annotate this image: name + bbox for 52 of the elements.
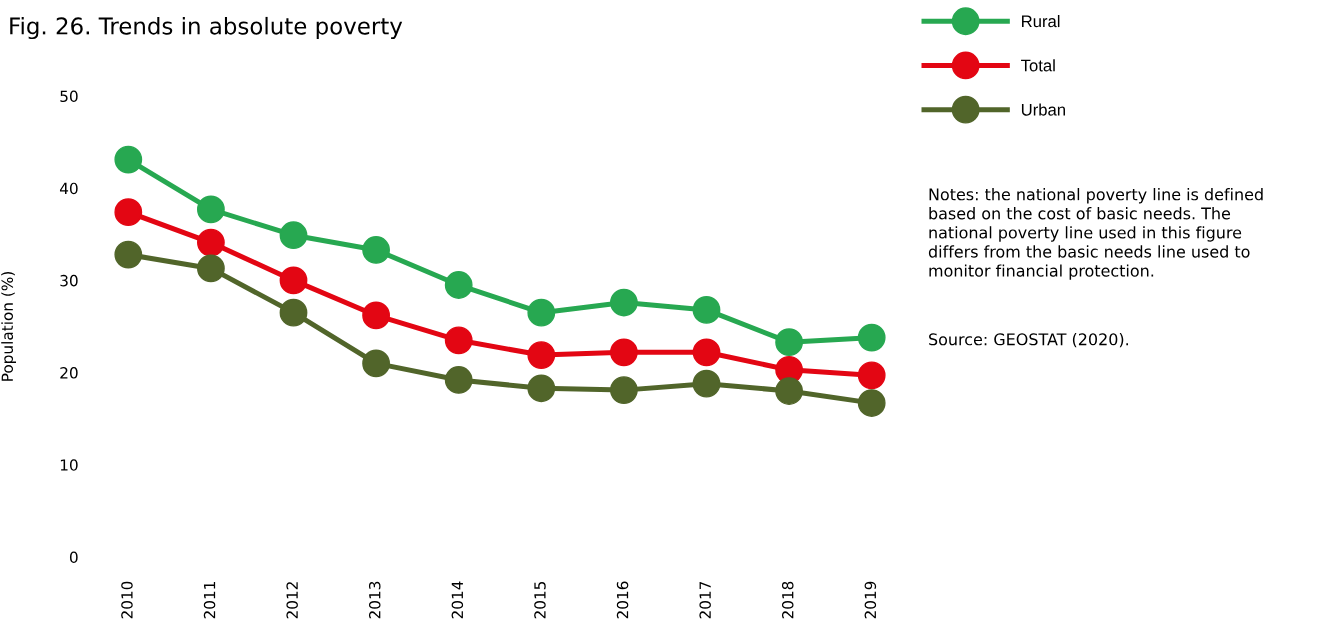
y-axis-title: Population (%): [1, 272, 16, 381]
legend-label: Rural: [1022, 15, 1060, 28]
point: [114, 145, 143, 174]
point: [362, 349, 390, 378]
point: [279, 221, 308, 250]
point: [692, 296, 721, 324]
y-tick-label: 50: [60, 90, 78, 103]
point: [692, 369, 721, 398]
y-tick-label: 20: [60, 367, 78, 379]
point: [197, 228, 225, 257]
x-tick-label: 2013: [368, 581, 381, 619]
y-tick-label: 30: [60, 274, 78, 287]
point: [362, 301, 390, 330]
point: [857, 323, 886, 352]
point: [114, 240, 143, 269]
point: [114, 198, 143, 227]
x-tick-label: 2011: [203, 582, 216, 619]
point: [857, 361, 886, 390]
x-tick-label: 2014: [451, 581, 464, 619]
point: [279, 298, 308, 327]
y-tick-label: 0: [69, 551, 78, 564]
legend-label: Urban: [1021, 103, 1065, 116]
x-tick-label: 2018: [781, 581, 794, 619]
point: [527, 341, 556, 369]
point: [362, 236, 390, 264]
x-tick-label: 2019: [864, 581, 877, 619]
point: [775, 328, 803, 357]
x-tick-label: 2015: [534, 581, 546, 619]
point: [610, 338, 638, 367]
point: [857, 389, 886, 417]
point: [775, 377, 803, 405]
point: [527, 374, 556, 403]
point: [444, 271, 473, 299]
text: Notes: the national poverty line is defined based on the cost of basic needs. The national poverty line used in this figure differs from the basic needs line used to monitor financial protection.: [928, 188, 1263, 280]
point: [279, 266, 308, 295]
point: [527, 298, 556, 327]
point: [610, 288, 638, 317]
chart-title: Fig. 26. Trends in absolute poverty: [10, 16, 403, 40]
legend-label: Total: [1021, 59, 1055, 72]
point: [610, 376, 638, 405]
point: [692, 338, 721, 367]
x-tick-label: 2010: [121, 581, 133, 619]
point: [444, 366, 473, 394]
x-tick-label: 2017: [699, 581, 711, 619]
x-tick-label: 2012: [286, 582, 298, 619]
point: [197, 254, 225, 283]
point: [197, 195, 225, 224]
y-tick-label: 40: [59, 182, 78, 195]
source-note: Source: GEOSTAT (2020).: [929, 333, 1128, 348]
y-tick-label: 10: [60, 459, 78, 471]
point: [444, 326, 473, 355]
x-tick-label: 2016: [616, 581, 629, 619]
